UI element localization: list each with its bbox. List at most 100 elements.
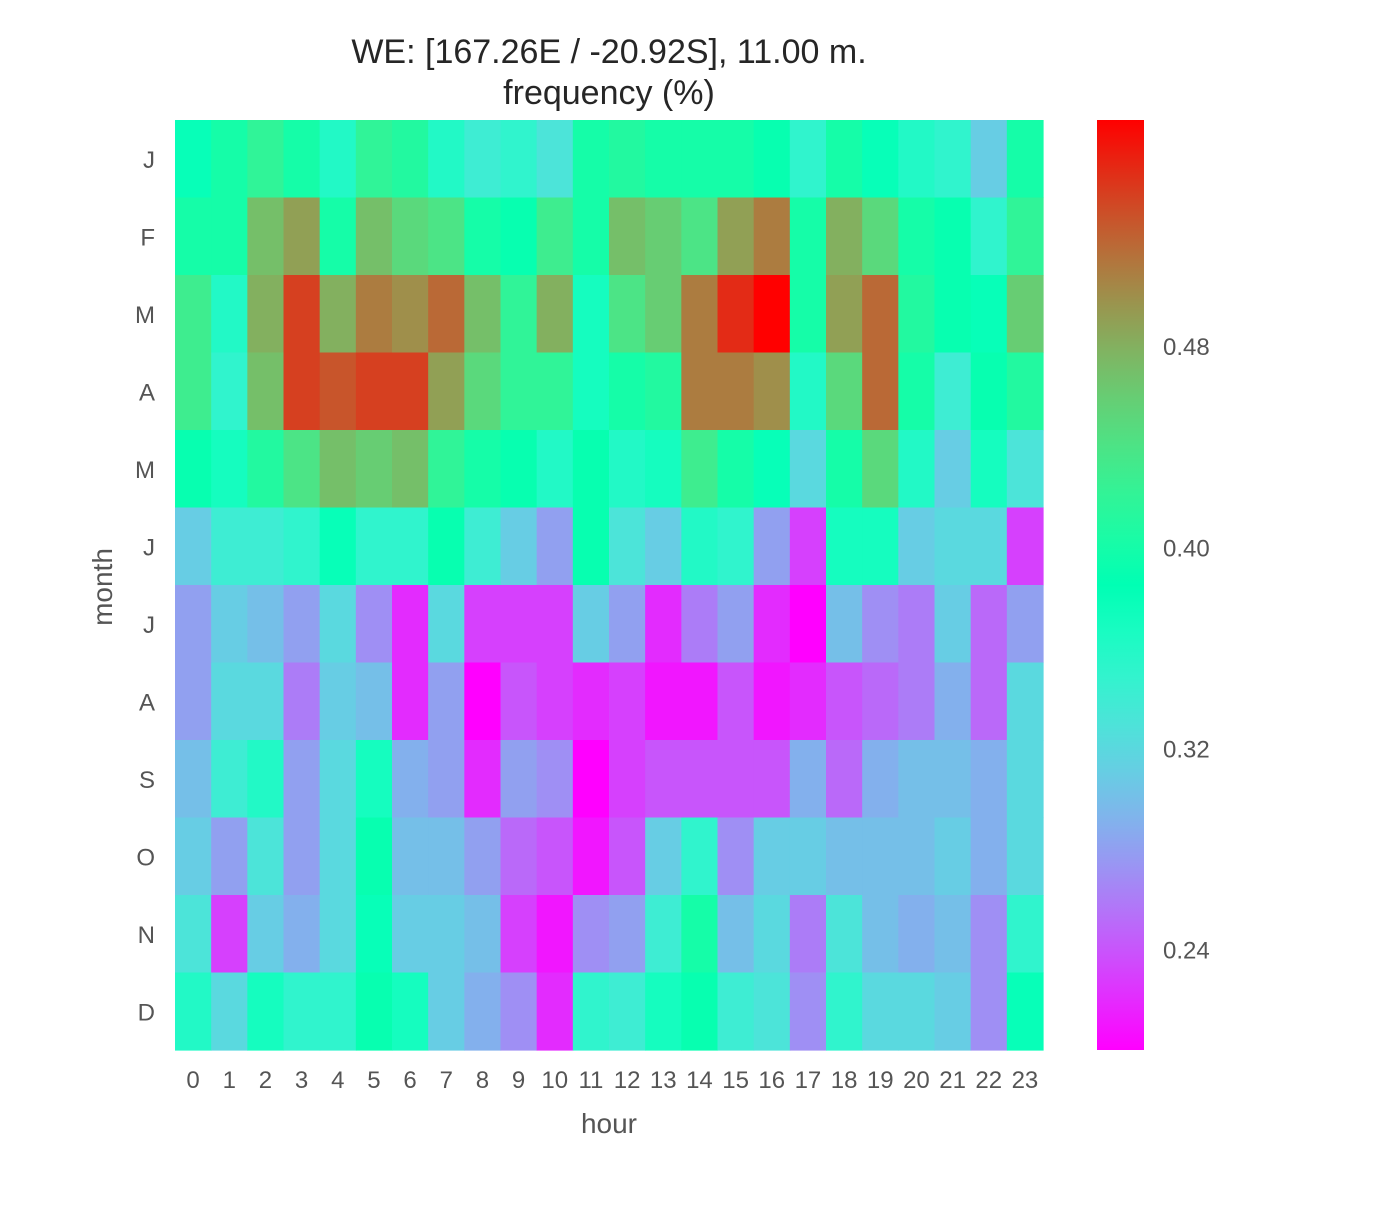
heatmap-cell: [1006, 352, 1044, 431]
heatmap-cell: [970, 197, 1008, 276]
heatmap-cell: [717, 895, 755, 974]
heatmap-cell: [826, 662, 863, 741]
heatmap-cell: [1006, 430, 1044, 509]
heatmap-cell: [934, 120, 972, 199]
heatmap-cell: [247, 120, 285, 199]
heatmap-cell: [717, 352, 755, 431]
heatmap-cell: [753, 895, 791, 974]
heatmap-cell: [681, 352, 719, 431]
heatmap-cell: [826, 740, 863, 819]
heatmap-cell: [645, 430, 682, 509]
heatmap-cell: [464, 817, 502, 896]
heatmap-cell: [355, 895, 393, 974]
heatmap-cell: [862, 972, 899, 1051]
heatmap-cell: [283, 740, 321, 819]
heatmap-cell: [898, 817, 936, 896]
heatmap-cell: [789, 585, 827, 664]
heatmap-cell: [536, 740, 574, 819]
heatmap-cell: [753, 740, 791, 819]
heatmap-cell: [717, 507, 755, 586]
heatmap-cell: [355, 507, 393, 586]
y-tick-label: N: [138, 922, 155, 949]
heatmap-cell: [826, 895, 863, 974]
heatmap-cell: [500, 585, 538, 664]
heatmap-cell: [753, 817, 791, 896]
heatmap-cell: [898, 972, 936, 1051]
heatmap-cell: [392, 275, 429, 354]
heatmap-cell: [826, 585, 863, 664]
heatmap-cell: [175, 585, 212, 664]
heatmap-cell: [247, 197, 285, 276]
x-tick-label: 22: [975, 1067, 1002, 1094]
y-tick-label: S: [139, 767, 155, 794]
heatmap-cell: [970, 740, 1008, 819]
x-tick-label: 9: [512, 1067, 525, 1094]
colorbar-tick-label: 0.48: [1163, 334, 1210, 361]
heatmap-cell: [1006, 895, 1044, 974]
heatmap-cell: [392, 662, 429, 741]
heatmap-cell: [681, 430, 719, 509]
heatmap-cell: [753, 120, 791, 199]
heatmap-cell: [609, 972, 646, 1051]
y-tick-label: J: [143, 534, 155, 561]
heatmap-cell: [898, 275, 936, 354]
heatmap-cell: [355, 585, 393, 664]
heatmap-cell: [862, 662, 899, 741]
heatmap-cell: [753, 275, 791, 354]
heatmap-cell: [934, 740, 972, 819]
heatmap-cell: [283, 895, 321, 974]
heatmap-cell: [970, 817, 1008, 896]
heatmap-cell: [609, 585, 646, 664]
heatmap-cell: [789, 352, 827, 431]
heatmap-cell: [319, 972, 357, 1051]
heatmap-cell: [355, 817, 393, 896]
heatmap-cell: [970, 507, 1008, 586]
heatmap-cell: [536, 972, 574, 1051]
heatmap-cell: [392, 507, 429, 586]
heatmap-cell: [645, 352, 682, 431]
x-tick-label: 2: [259, 1067, 272, 1094]
heatmap-cell: [1006, 817, 1044, 896]
heatmap-cell: [428, 972, 465, 1051]
heatmap-cell: [609, 430, 646, 509]
heatmap-cell: [609, 895, 646, 974]
heatmap-cell: [645, 817, 682, 896]
heatmap-cell: [175, 430, 212, 509]
heatmap-cell: [826, 430, 863, 509]
heatmap-cell: [609, 740, 646, 819]
heatmap-cell: [898, 430, 936, 509]
heatmap-cell: [934, 275, 972, 354]
heatmap-cell: [789, 197, 827, 276]
heatmap-cell: [319, 740, 357, 819]
heatmap-cell: [753, 972, 791, 1051]
heatmap-cell: [572, 507, 610, 586]
heatmap-cell: [862, 197, 899, 276]
heatmap-cell: [319, 197, 357, 276]
heatmap-cell: [536, 662, 574, 741]
heatmap-cell: [645, 740, 682, 819]
heatmap-cell: [681, 120, 719, 199]
heatmap-cell: [970, 120, 1008, 199]
heatmap-cell: [1006, 275, 1044, 354]
y-tick-label: A: [139, 379, 155, 406]
colorbar-tick-label: 0.24: [1163, 937, 1210, 964]
heatmap-cell: [681, 585, 719, 664]
heatmap-cell: [572, 972, 610, 1051]
colorbar-tick-label: 0.32: [1163, 736, 1210, 763]
heatmap-cell: [500, 430, 538, 509]
heatmap-cell: [464, 662, 502, 741]
heatmap-cell: [681, 817, 719, 896]
heatmap-cell: [247, 352, 285, 431]
colorbar: [1097, 120, 1144, 1050]
heatmap-cell: [536, 817, 574, 896]
y-tick-label: A: [139, 689, 155, 716]
heatmap-cell: [464, 895, 502, 974]
x-tick-label: 11: [578, 1067, 603, 1094]
heatmap-cell: [464, 585, 502, 664]
heatmap-cell: [572, 585, 610, 664]
heatmap-cell: [428, 275, 465, 354]
heatmap-cell: [247, 740, 285, 819]
heatmap-cell: [826, 507, 863, 586]
x-tick-label: 23: [1012, 1067, 1039, 1094]
heatmap-cell: [717, 275, 755, 354]
